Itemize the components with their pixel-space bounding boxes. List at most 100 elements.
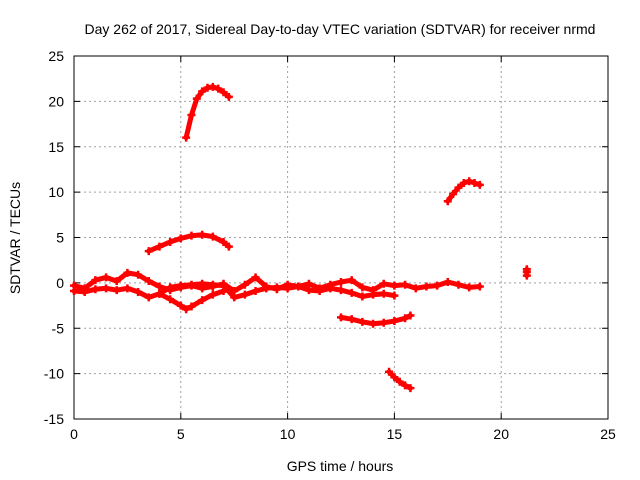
- x-tick-label: 10: [280, 426, 296, 442]
- data-point: [443, 197, 452, 206]
- data-point: [208, 232, 217, 241]
- data-point: [433, 281, 442, 290]
- data-point: [219, 287, 228, 296]
- data-point: [262, 284, 271, 293]
- data-point: [347, 276, 356, 285]
- data-point: [406, 384, 415, 393]
- data-point: [390, 373, 399, 382]
- y-tick-label: 5: [56, 230, 64, 246]
- data-point: [182, 133, 191, 142]
- data-point: [208, 82, 217, 91]
- data-point: [369, 319, 378, 328]
- data-point: [401, 280, 410, 289]
- data-point: [102, 273, 111, 282]
- data-point: [182, 305, 191, 314]
- data-point: [475, 180, 484, 189]
- data-point: [390, 316, 399, 325]
- data-point: [224, 92, 233, 101]
- data-point: [411, 284, 420, 293]
- data-point: [240, 280, 249, 289]
- data-point: [454, 183, 463, 192]
- data-point: [251, 287, 260, 296]
- data-point: [347, 315, 356, 324]
- data-point: [187, 110, 196, 119]
- data-point: [208, 280, 217, 289]
- data-point: [358, 283, 367, 292]
- y-tick-label: 0: [56, 275, 64, 291]
- axis-ticks: 0 5 10 15 20 25 -15 -10 -5 0 5 10 15 20 25: [44, 48, 616, 442]
- data-point: [240, 290, 249, 299]
- data-point: [385, 367, 394, 376]
- data-point: [155, 282, 164, 291]
- data-point: [219, 88, 228, 97]
- data-point: [358, 292, 367, 301]
- data-point: [91, 276, 100, 285]
- data-point: [406, 311, 415, 320]
- data-point: [224, 285, 233, 294]
- data-point: [123, 268, 132, 277]
- data-point: [214, 84, 223, 93]
- data-point: [198, 87, 207, 96]
- data-point: [443, 277, 452, 286]
- data-point: [144, 277, 153, 286]
- data-point: [337, 286, 345, 295]
- data-point: [187, 302, 196, 311]
- series-s6: [70, 279, 399, 302]
- data-point: [224, 242, 233, 251]
- data-point: [315, 287, 324, 296]
- data-point: [208, 290, 217, 299]
- x-tick-label: 0: [70, 426, 78, 442]
- data-point: [465, 283, 474, 292]
- data-point: [454, 280, 463, 289]
- data-point: [102, 284, 111, 293]
- data-point: [112, 286, 121, 295]
- data-point: [395, 377, 404, 386]
- data-point: [347, 288, 356, 297]
- data-point: [198, 279, 207, 288]
- data-point: [80, 287, 89, 296]
- data-point: [219, 238, 228, 247]
- data-point: [522, 265, 531, 274]
- data-point: [379, 279, 388, 288]
- data-points: [70, 82, 531, 393]
- data-point: [144, 247, 153, 256]
- data-point: [337, 277, 345, 286]
- y-tick-label: -5: [52, 320, 65, 336]
- x-tick-label: 5: [177, 426, 185, 442]
- data-point: [390, 281, 399, 290]
- data-point: [470, 179, 479, 188]
- data-point: [198, 296, 207, 305]
- y-tick-label: 10: [48, 184, 64, 200]
- data-point: [358, 317, 367, 326]
- series-s8: [337, 311, 415, 328]
- data-point: [166, 295, 175, 304]
- data-point: [369, 290, 378, 299]
- data-point: [155, 289, 164, 298]
- series-s9: [385, 367, 415, 393]
- x-axis-label: GPS time / hours: [287, 458, 394, 474]
- x-tick-label: 15: [387, 426, 403, 442]
- y-tick-label: 15: [48, 139, 64, 155]
- data-point: [144, 293, 153, 302]
- series-s7: [155, 285, 233, 314]
- data-point: [294, 282, 303, 291]
- data-point: [112, 277, 121, 286]
- y-tick-label: 20: [48, 93, 64, 109]
- y-tick-label: -10: [44, 366, 64, 382]
- data-point: [379, 318, 388, 327]
- data-point: [459, 179, 468, 188]
- series-s1: [182, 82, 233, 142]
- data-point: [272, 283, 281, 292]
- data-point: [187, 231, 196, 240]
- data-point: [326, 284, 335, 293]
- data-point: [337, 313, 345, 322]
- data-point: [192, 94, 201, 103]
- data-point: [123, 284, 132, 293]
- y-tick-label: -15: [44, 411, 64, 427]
- data-point: [166, 238, 175, 247]
- data-point: [187, 280, 196, 289]
- x-tick-label: 25: [600, 426, 616, 442]
- y-tick-label: 25: [48, 48, 64, 64]
- x-tick-label: 20: [493, 426, 509, 442]
